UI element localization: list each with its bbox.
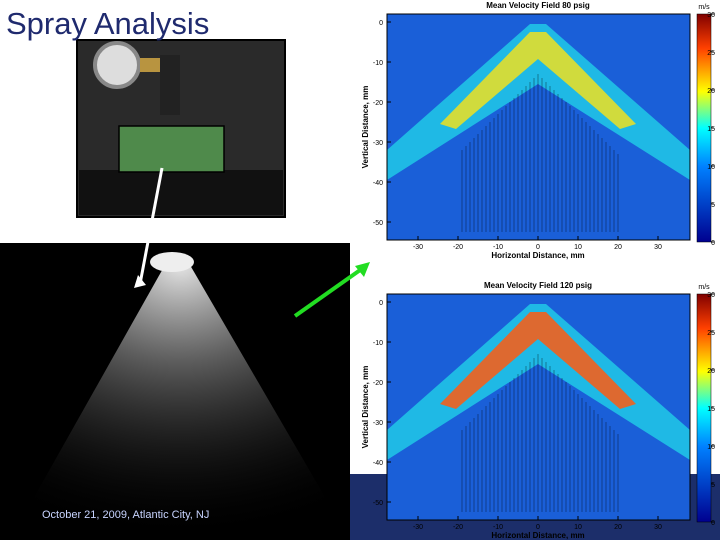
colorbar-tick-label: 5 <box>711 482 715 489</box>
heatmap-peak <box>440 32 636 129</box>
y-tick-label: 0 <box>379 20 383 27</box>
x-tick-label: 20 <box>614 524 622 531</box>
y-tick-label: -40 <box>373 180 383 187</box>
y-tick-label: -50 <box>373 220 383 227</box>
plot-title: Mean Velocity Field 120 psig <box>484 281 592 290</box>
photo-table <box>79 170 283 215</box>
y-tick-label: -20 <box>373 380 383 387</box>
x-tick-label: 30 <box>654 244 662 251</box>
y-tick-label: -30 <box>373 140 383 147</box>
colorbar-tick-label: 15 <box>707 406 715 413</box>
colorbar-tick-label: 20 <box>707 88 715 95</box>
arrow-head <box>355 262 370 277</box>
x-tick-label: 20 <box>614 244 622 251</box>
x-tick-label: 10 <box>574 524 582 531</box>
plot-title: Mean Velocity Field 80 psig <box>486 1 590 10</box>
arrow-green <box>293 266 365 318</box>
colorbar-tick-label: 30 <box>707 12 715 19</box>
gauge <box>93 41 141 89</box>
colorbar-tick-label: 30 <box>707 292 715 299</box>
arrow-white <box>138 167 164 285</box>
x-tick-label: 0 <box>536 244 540 251</box>
y-tick-label: -40 <box>373 460 383 467</box>
y-tick-label: -30 <box>373 420 383 427</box>
footer-text: October 21, 2009, Atlantic City, NJ <box>42 509 209 521</box>
y-axis-label: Vertical Distance, mm <box>361 366 370 449</box>
colorbar-unit: m/s <box>698 4 710 11</box>
slide-title: Spray Analysis <box>6 6 209 41</box>
colorbar-tick-label: 10 <box>707 164 715 171</box>
x-tick-label: -30 <box>413 524 423 531</box>
x-tick-label: -10 <box>493 244 503 251</box>
heatmap-peak <box>440 312 636 409</box>
y-tick-label: -10 <box>373 340 383 347</box>
colorbar-tick-label: 5 <box>711 202 715 209</box>
colorbar-tick-label: 20 <box>707 368 715 375</box>
x-tick-label: 30 <box>654 524 662 531</box>
x-tick-label: -20 <box>453 524 463 531</box>
nozzle <box>150 252 194 272</box>
x-tick-label: -30 <box>413 244 423 251</box>
colorbar-tick-label: 0 <box>711 240 715 247</box>
colorbar-tick-label: 0 <box>711 520 715 527</box>
x-axis-label: Horizontal Distance, mm <box>491 251 584 260</box>
colorbar-tick-label: 25 <box>707 330 715 337</box>
x-tick-label: -10 <box>493 524 503 531</box>
x-tick-label: -20 <box>453 244 463 251</box>
plots: Mean Velocity Field 80 psig Horizontal Di… <box>361 1 715 540</box>
x-tick-label: 0 <box>536 524 540 531</box>
roi-box <box>118 125 225 173</box>
y-tick-label: 0 <box>379 300 383 307</box>
y-tick-label: -20 <box>373 100 383 107</box>
y-tick-label: -10 <box>373 60 383 67</box>
y-tick-label: -50 <box>373 500 383 507</box>
arrow-head <box>134 275 146 288</box>
x-tick-label: 10 <box>574 244 582 251</box>
colorbar-tick-label: 25 <box>707 50 715 57</box>
y-axis-label: Vertical Distance, mm <box>361 86 370 169</box>
colorbar-tick-label: 10 <box>707 444 715 451</box>
tape <box>160 55 180 115</box>
colorbar-unit: m/s <box>698 284 710 291</box>
spray-cone <box>10 265 350 540</box>
x-axis-label: Horizontal Distance, mm <box>491 531 584 540</box>
colorbar-tick-label: 15 <box>707 126 715 133</box>
